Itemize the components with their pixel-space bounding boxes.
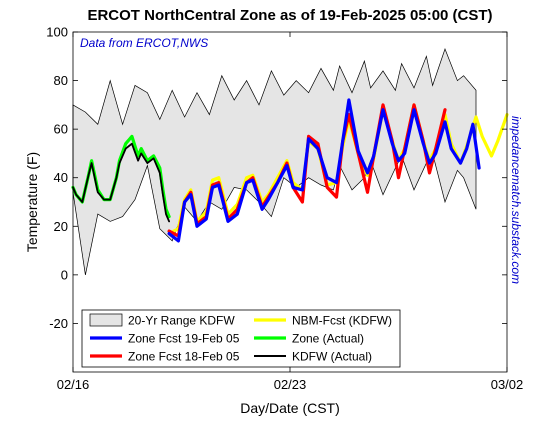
legend: 20-Yr Range KDFW NBM-Fcst (KDFW) Zone Fcst… <box>81 309 401 368</box>
series-layer <box>71 98 509 243</box>
legend-label-nbm-fcst-kdfw: NBM-Fcst (KDFW) <box>292 314 392 328</box>
data-source-annotation: Data from ERCOT,NWS <box>80 36 208 50</box>
chart-title: ERCOT NorthCentral Zone as of 19-Feb-202… <box>87 7 492 24</box>
series-line-kdfw-actual <box>72 142 171 223</box>
y-tick-label: -20 <box>49 316 68 331</box>
y-axis-label: Temperature (F) <box>24 152 40 252</box>
axis-layer: -20 0 20 40 60 80 100 02/16 02/23 03/02 <box>46 25 523 393</box>
legend-label-zone-fcst-19-feb-05: Zone Fcst 19-Feb 05 <box>128 332 240 346</box>
legend-label-zone-fcst-18-feb-05: Zone Fcst 18-Feb 05 <box>128 350 240 364</box>
side-watermark-label: impedancematch.substack.com <box>509 116 523 284</box>
x-tick-label: 03/02 <box>491 377 524 392</box>
y-tick-label: 0 <box>61 267 68 282</box>
x-axis-label: Day/Date (CST) <box>240 400 340 416</box>
y-tick-label: 60 <box>54 122 68 137</box>
y-tick-label: 80 <box>54 73 68 88</box>
legend-box <box>81 309 401 368</box>
y-tick-label: 40 <box>54 170 68 185</box>
series-line-zone-fcst-19-feb-05 <box>167 98 481 243</box>
legend-label-20-yr-range-kdfw: 20-Yr Range KDFW <box>128 314 235 328</box>
legend-label-kdfw-actual: KDFW (Actual) <box>292 350 372 364</box>
y-tick-label: 20 <box>54 219 68 234</box>
legend-swatch-20-yr-range-kdfw <box>89 313 123 327</box>
x-tick-label: 02/16 <box>57 377 90 392</box>
x-tick-label: 02/23 <box>274 377 307 392</box>
legend-label-zone-actual: Zone (Actual) <box>292 332 364 346</box>
y-tick-label: 100 <box>46 25 68 40</box>
